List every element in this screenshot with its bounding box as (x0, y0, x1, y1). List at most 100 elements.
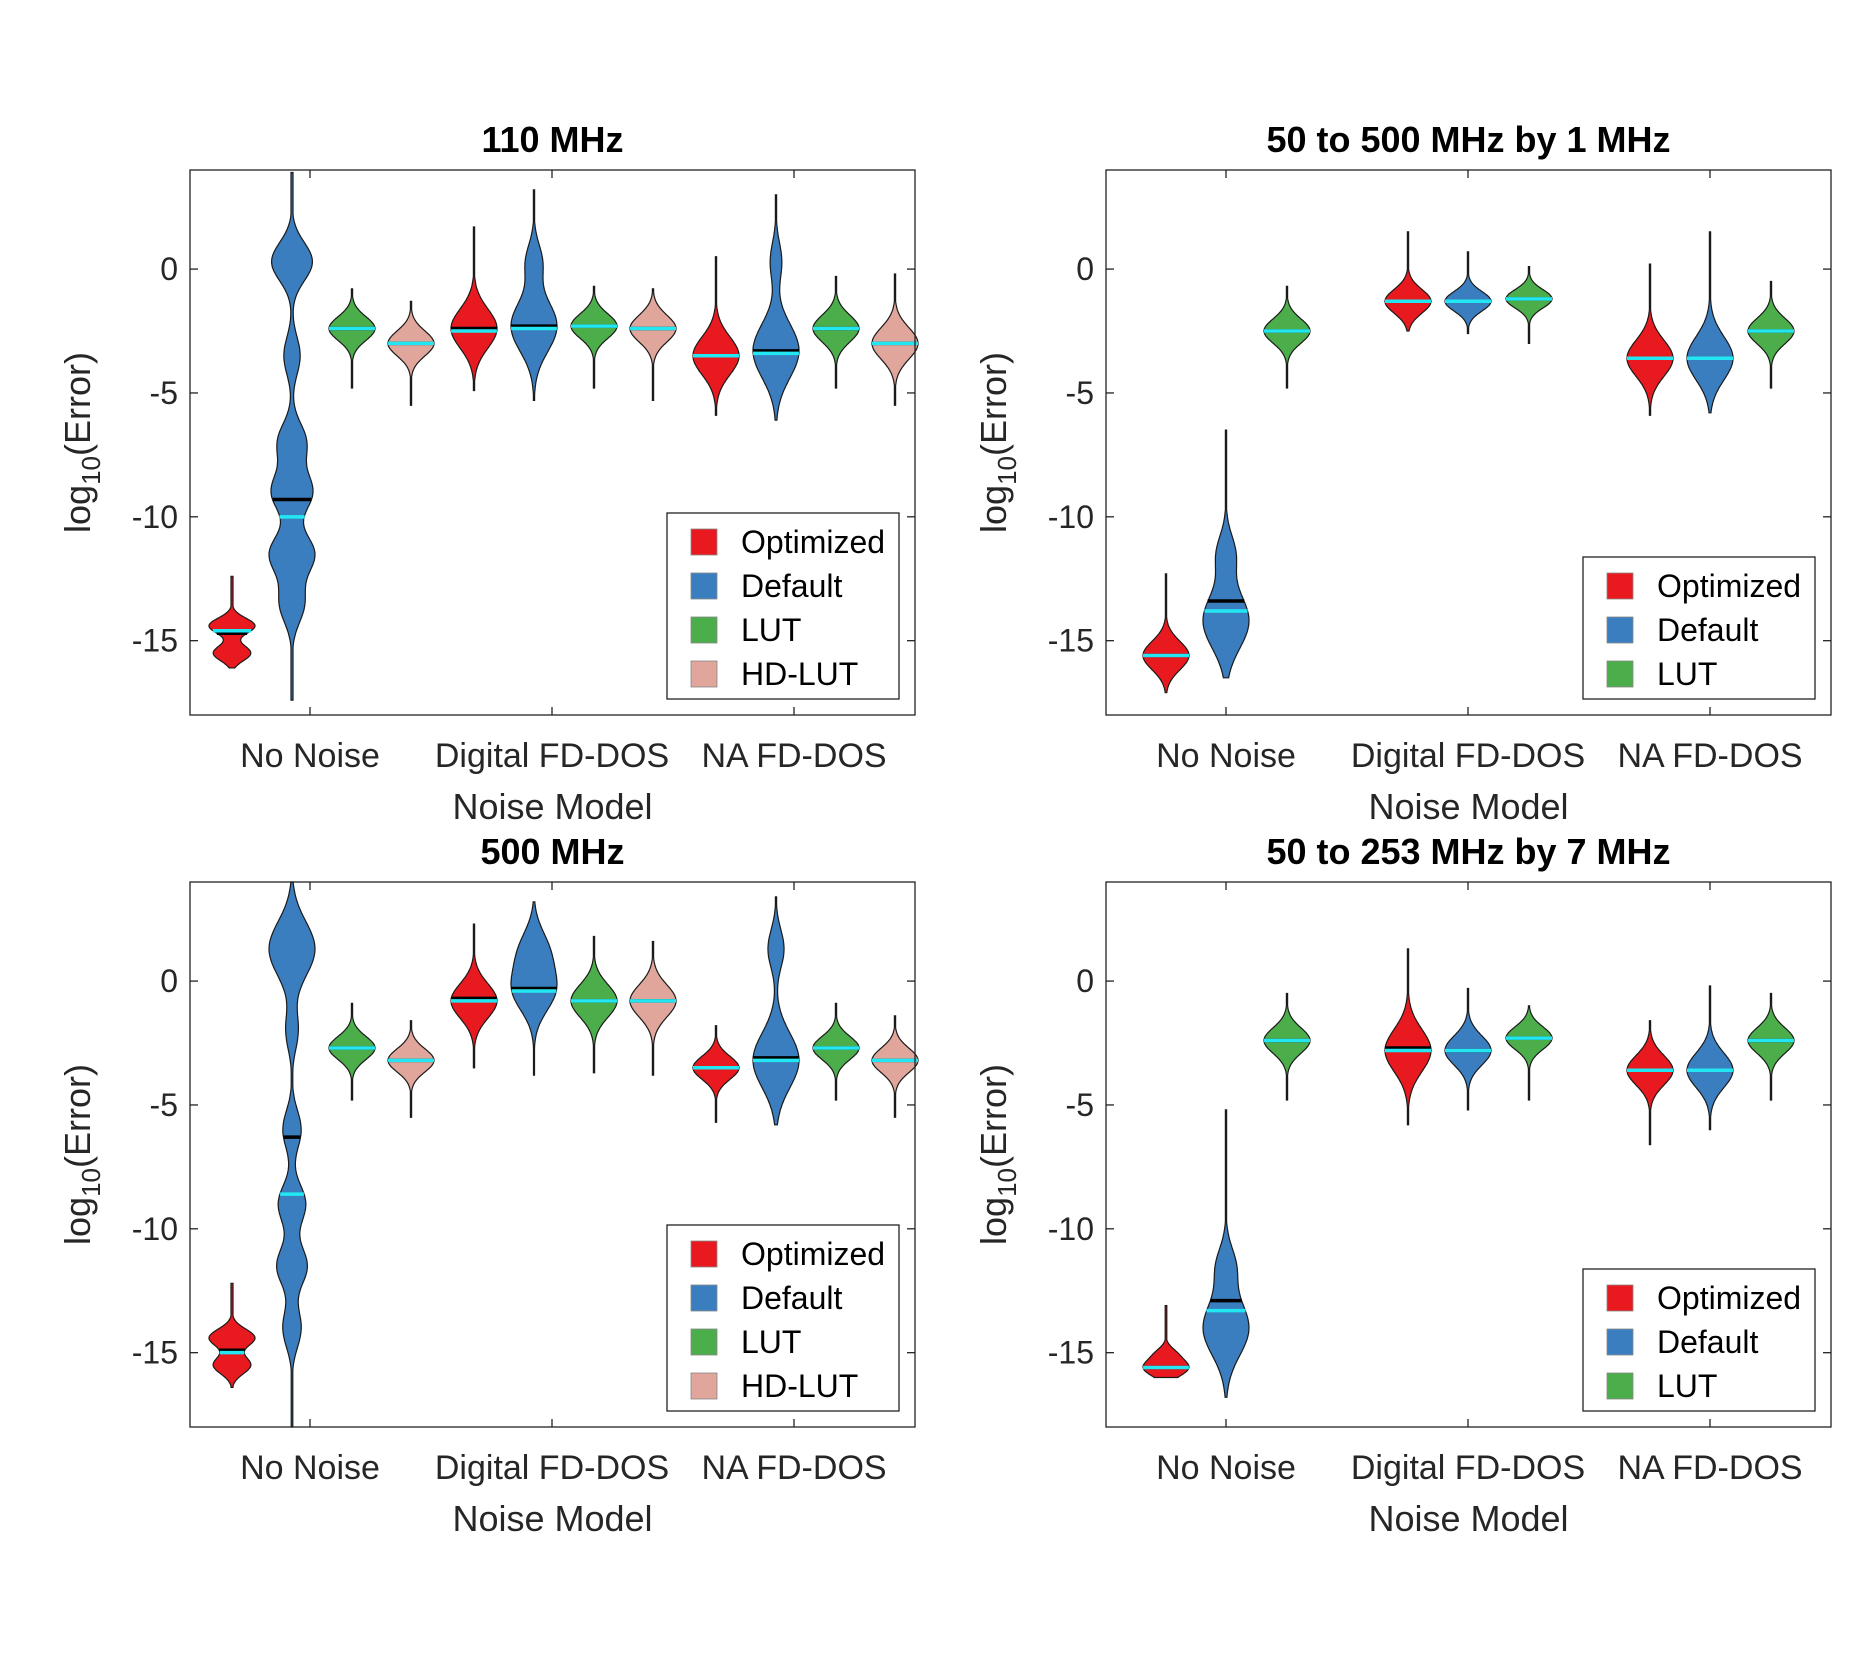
y-axis-label-part: log (973, 1197, 1014, 1245)
violin-optimized (1142, 573, 1190, 694)
violin-lut (570, 285, 618, 389)
legend-swatch (1606, 660, 1634, 688)
x-tick-label: No Noise (1156, 1449, 1296, 1487)
violin-lut (1747, 280, 1795, 389)
x-tick-label: Digital FD-DOS (435, 1449, 669, 1487)
legend-swatch (690, 528, 718, 556)
y-axis-label-part: (Error) (57, 352, 98, 456)
chart-panel: 500 MHz 0 -5 -10 -15 No Noise Digital FD-DOS NA… (57, 831, 919, 1539)
violin-optimized (692, 256, 740, 416)
legend-swatch (1606, 572, 1634, 600)
x-tick-label: NA FD-DOS (701, 1449, 886, 1487)
violin-lut (1505, 266, 1553, 344)
x-axis-label: Noise Model (452, 1498, 652, 1539)
violin-hd-lut (629, 288, 677, 401)
legend-label: Default (1657, 612, 1759, 648)
legend-swatch (690, 1284, 718, 1312)
y-axis-label-subscript: 10 (992, 456, 1022, 485)
x-axis-label: Noise Model (452, 786, 652, 827)
y-axis-label: log10(Error) (57, 352, 106, 533)
violin-lut (1263, 285, 1311, 389)
chart-panel: 50 to 500 MHz by 1 MHz 0 -5 -10 -15 No Noise D… (973, 119, 1832, 827)
y-axis-label-part: (Error) (973, 1064, 1014, 1168)
violin-hd-lut (871, 273, 919, 406)
violin-default (1686, 231, 1734, 414)
y-tick-label: 0 (160, 251, 178, 287)
violin-default (1686, 985, 1734, 1131)
chart-title: 50 to 253 MHz by 7 MHz (1266, 831, 1670, 872)
violin-lut (570, 935, 618, 1074)
y-tick-label: -5 (1066, 1087, 1094, 1123)
y-tick-label: -10 (1048, 499, 1094, 535)
violin-optimized (1626, 263, 1674, 416)
violin-default (752, 896, 800, 1126)
legend-label: Default (741, 1280, 843, 1316)
violin-hd-lut (387, 1020, 435, 1118)
legend-label: Optimized (1657, 1280, 1801, 1316)
legend-label: LUT (741, 612, 801, 648)
violin-optimized (208, 575, 256, 669)
legend-swatch (1606, 1284, 1634, 1312)
legend-swatch (1606, 616, 1634, 644)
y-axis-label-part: log (57, 485, 98, 533)
legend: Optimized Default LUT HD-LUT (666, 512, 900, 700)
violin-lut (328, 1002, 376, 1101)
y-axis-label-part: log (973, 485, 1014, 533)
violin-default (1202, 429, 1250, 679)
legend-swatch (690, 1372, 718, 1400)
violin-lut (1747, 992, 1795, 1101)
x-tick-label: No Noise (240, 1449, 380, 1487)
y-tick-label: -10 (132, 499, 178, 535)
violin-lut (812, 1002, 860, 1101)
y-tick-label: -15 (132, 1335, 178, 1371)
y-tick-label: 0 (160, 963, 178, 999)
legend-swatch (1606, 1328, 1634, 1356)
y-tick-label: -10 (132, 1211, 178, 1247)
legend-label: LUT (741, 1324, 801, 1360)
violin-lut (1505, 1005, 1553, 1101)
legend-label: Default (741, 568, 843, 604)
y-axis-label: log10(Error) (57, 1064, 106, 1245)
chart-panel: 110 MHz 0 -5 -10 -15 No Noise Digital FD-DOS NA… (57, 119, 919, 827)
legend-label: Optimized (741, 1236, 885, 1272)
legend-swatch (690, 616, 718, 644)
violin-default (1444, 251, 1492, 335)
x-tick-label: No Noise (1156, 737, 1296, 775)
violin-hd-lut (629, 940, 677, 1076)
y-axis-label: log10(Error) (973, 1064, 1022, 1245)
violin-optimized (450, 226, 498, 392)
chart-title: 500 MHz (480, 831, 624, 872)
legend-swatch (690, 660, 718, 688)
x-tick-label: NA FD-DOS (1617, 737, 1802, 775)
y-tick-label: -10 (1048, 1211, 1094, 1247)
violin-optimized (1626, 1020, 1674, 1146)
y-tick-label: -5 (150, 1087, 178, 1123)
y-axis-label: log10(Error) (973, 352, 1022, 533)
legend-swatch (690, 1328, 718, 1356)
x-tick-label: Digital FD-DOS (1351, 737, 1585, 775)
legend: Optimized Default LUT (1582, 556, 1816, 700)
legend-label: LUT (1657, 1368, 1717, 1404)
x-tick-label: Digital FD-DOS (1351, 1449, 1585, 1487)
violin-lut (812, 275, 860, 389)
violin-default (268, 171, 316, 701)
legend-label: HD-LUT (741, 1368, 858, 1404)
legend-label: Optimized (1657, 568, 1801, 604)
violin-lut (328, 288, 376, 389)
violin-optimized (1384, 231, 1432, 332)
violin-optimized (1142, 1305, 1190, 1379)
y-tick-label: -15 (1048, 1335, 1094, 1371)
legend-swatch (1606, 1372, 1634, 1400)
violin-default (752, 194, 800, 421)
y-tick-label: -15 (1048, 623, 1094, 659)
violin-lut (1263, 992, 1311, 1101)
legend: Optimized Default LUT (1582, 1268, 1816, 1412)
legend-label: HD-LUT (741, 656, 858, 692)
y-tick-label: 0 (1076, 251, 1094, 287)
legend-label: LUT (1657, 656, 1717, 692)
legend-label: Default (1657, 1324, 1759, 1360)
violin-optimized (692, 1025, 740, 1123)
chart-panel: 50 to 253 MHz by 7 MHz 0 -5 -10 -15 No Noise D… (973, 831, 1832, 1539)
y-tick-label: 0 (1076, 963, 1094, 999)
